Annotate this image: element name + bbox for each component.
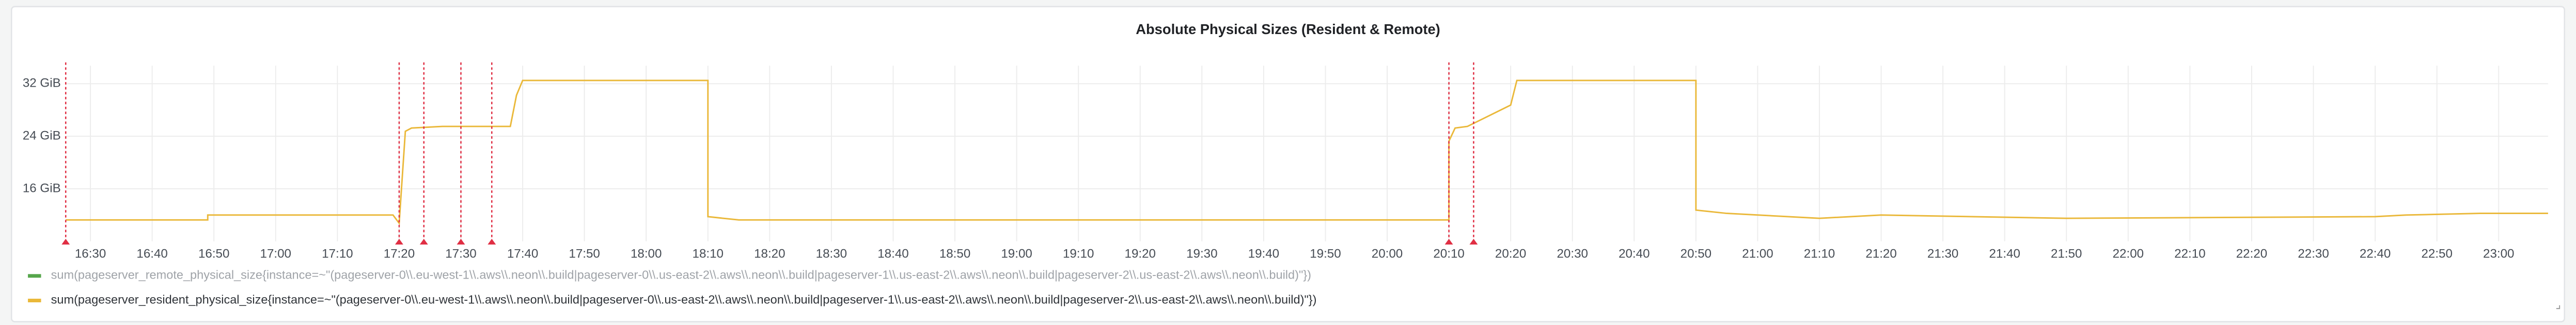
- x-tick-label: 22:20: [2236, 247, 2267, 261]
- x-tick-label: 21:10: [1804, 247, 1835, 261]
- legend-swatch: [28, 299, 41, 303]
- annotation-marker[interactable]: [1444, 238, 1453, 245]
- annotation-marker[interactable]: [419, 238, 428, 245]
- panel-title[interactable]: Absolute Physical Sizes (Resident & Remo…: [1136, 21, 1440, 37]
- y-tick-label: 16 GiB: [23, 181, 61, 195]
- x-tick-label: 17:50: [569, 247, 600, 261]
- x-tick-label: 16:30: [75, 247, 106, 261]
- x-tick-label: 18:30: [816, 247, 847, 261]
- x-tick-label: 19:40: [1248, 247, 1279, 261]
- y-tick-label: 24 GiB: [23, 128, 61, 142]
- resize-handle[interactable]: [2556, 305, 2561, 310]
- x-tick-label: 20:00: [1372, 247, 1403, 261]
- legend-label[interactable]: sum(pageserver_remote_physical_size{inst…: [51, 268, 1311, 282]
- annotation-marker[interactable]: [457, 238, 465, 245]
- annotation-marker[interactable]: [395, 238, 403, 245]
- x-tick-label: 22:30: [2298, 247, 2329, 261]
- x-tick-label: 18:00: [631, 247, 662, 261]
- y-tick-label: 32 GiB: [23, 76, 61, 90]
- x-tick-label: 20:20: [1495, 247, 1526, 261]
- x-tick-label: 18:20: [754, 247, 785, 261]
- x-tick-label: 16:50: [198, 247, 229, 261]
- legend-label[interactable]: sum(pageserver_resident_physical_size{in…: [51, 293, 1317, 306]
- x-tick-label: 21:40: [1989, 247, 2020, 261]
- panel: [10, 6, 2566, 322]
- x-tick-label: 18:40: [877, 247, 908, 261]
- x-tick-label: 16:40: [136, 247, 167, 261]
- x-tick-label: 21:20: [1865, 247, 1896, 261]
- x-tick-label: 20:30: [1557, 247, 1588, 261]
- x-tick-label: 22:10: [2174, 247, 2205, 261]
- x-tick-label: 18:10: [693, 247, 724, 261]
- x-tick-label: 17:10: [322, 247, 353, 261]
- x-tick-label: 17:30: [445, 247, 476, 261]
- x-tick-label: 22:00: [2113, 247, 2144, 261]
- x-tick-label: 21:30: [1927, 247, 1958, 261]
- x-tick-label: 19:00: [1001, 247, 1032, 261]
- x-tick-label: 19:20: [1125, 247, 1156, 261]
- x-tick-label: 20:50: [1680, 247, 1711, 261]
- annotation-marker[interactable]: [488, 238, 496, 245]
- x-tick-label: 17:20: [384, 247, 415, 261]
- x-tick-label: 22:40: [2360, 247, 2391, 261]
- x-tick-label: 20:10: [1433, 247, 1464, 261]
- x-tick-label: 19:10: [1063, 247, 1094, 261]
- x-tick-label: 19:50: [1310, 247, 1341, 261]
- x-tick-label: 22:50: [2421, 247, 2452, 261]
- annotation-marker[interactable]: [1469, 238, 1478, 245]
- x-tick-label: 19:30: [1186, 247, 1217, 261]
- x-tick-label: 20:40: [1619, 247, 1650, 261]
- x-tick-label: 21:00: [1742, 247, 1773, 261]
- x-tick-label: 18:50: [939, 247, 970, 261]
- x-tick-label: 17:00: [260, 247, 291, 261]
- legend-swatch: [28, 274, 41, 278]
- annotation-marker[interactable]: [61, 238, 70, 245]
- x-tick-label: 17:40: [507, 247, 538, 261]
- x-tick-label: 23:00: [2483, 247, 2514, 261]
- x-tick-label: 21:50: [2051, 247, 2082, 261]
